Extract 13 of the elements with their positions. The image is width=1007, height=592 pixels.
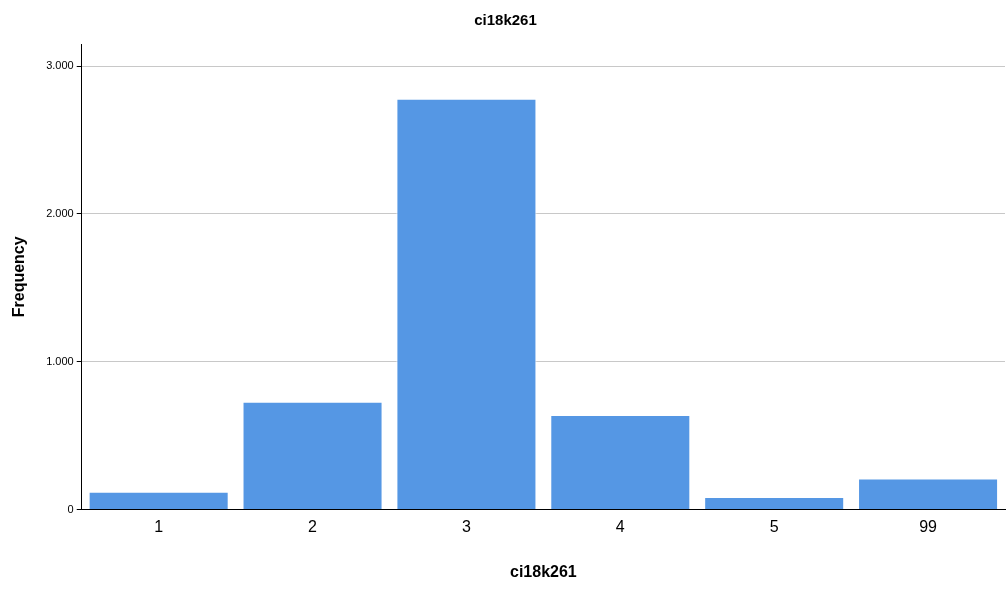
x-tick-label: 99 (919, 517, 938, 535)
x-axis-title: ci18k261 (510, 562, 577, 580)
chart-title: ci18k261 (474, 11, 537, 29)
y-tick-label: 3.000 (46, 59, 74, 72)
x-tick-label: 3 (461, 517, 471, 535)
x-tick-label: 1 (154, 517, 164, 535)
y-tick-label: 1.000 (46, 354, 74, 367)
y-tick-label: 2.000 (46, 207, 74, 220)
y-axis-title: Frequency (10, 236, 28, 318)
y-tick-label: 0 (67, 502, 74, 515)
x-tick-label: 5 (769, 517, 779, 535)
x-tick-label: 2 (308, 517, 318, 535)
x-tick-label: 4 (615, 517, 625, 535)
